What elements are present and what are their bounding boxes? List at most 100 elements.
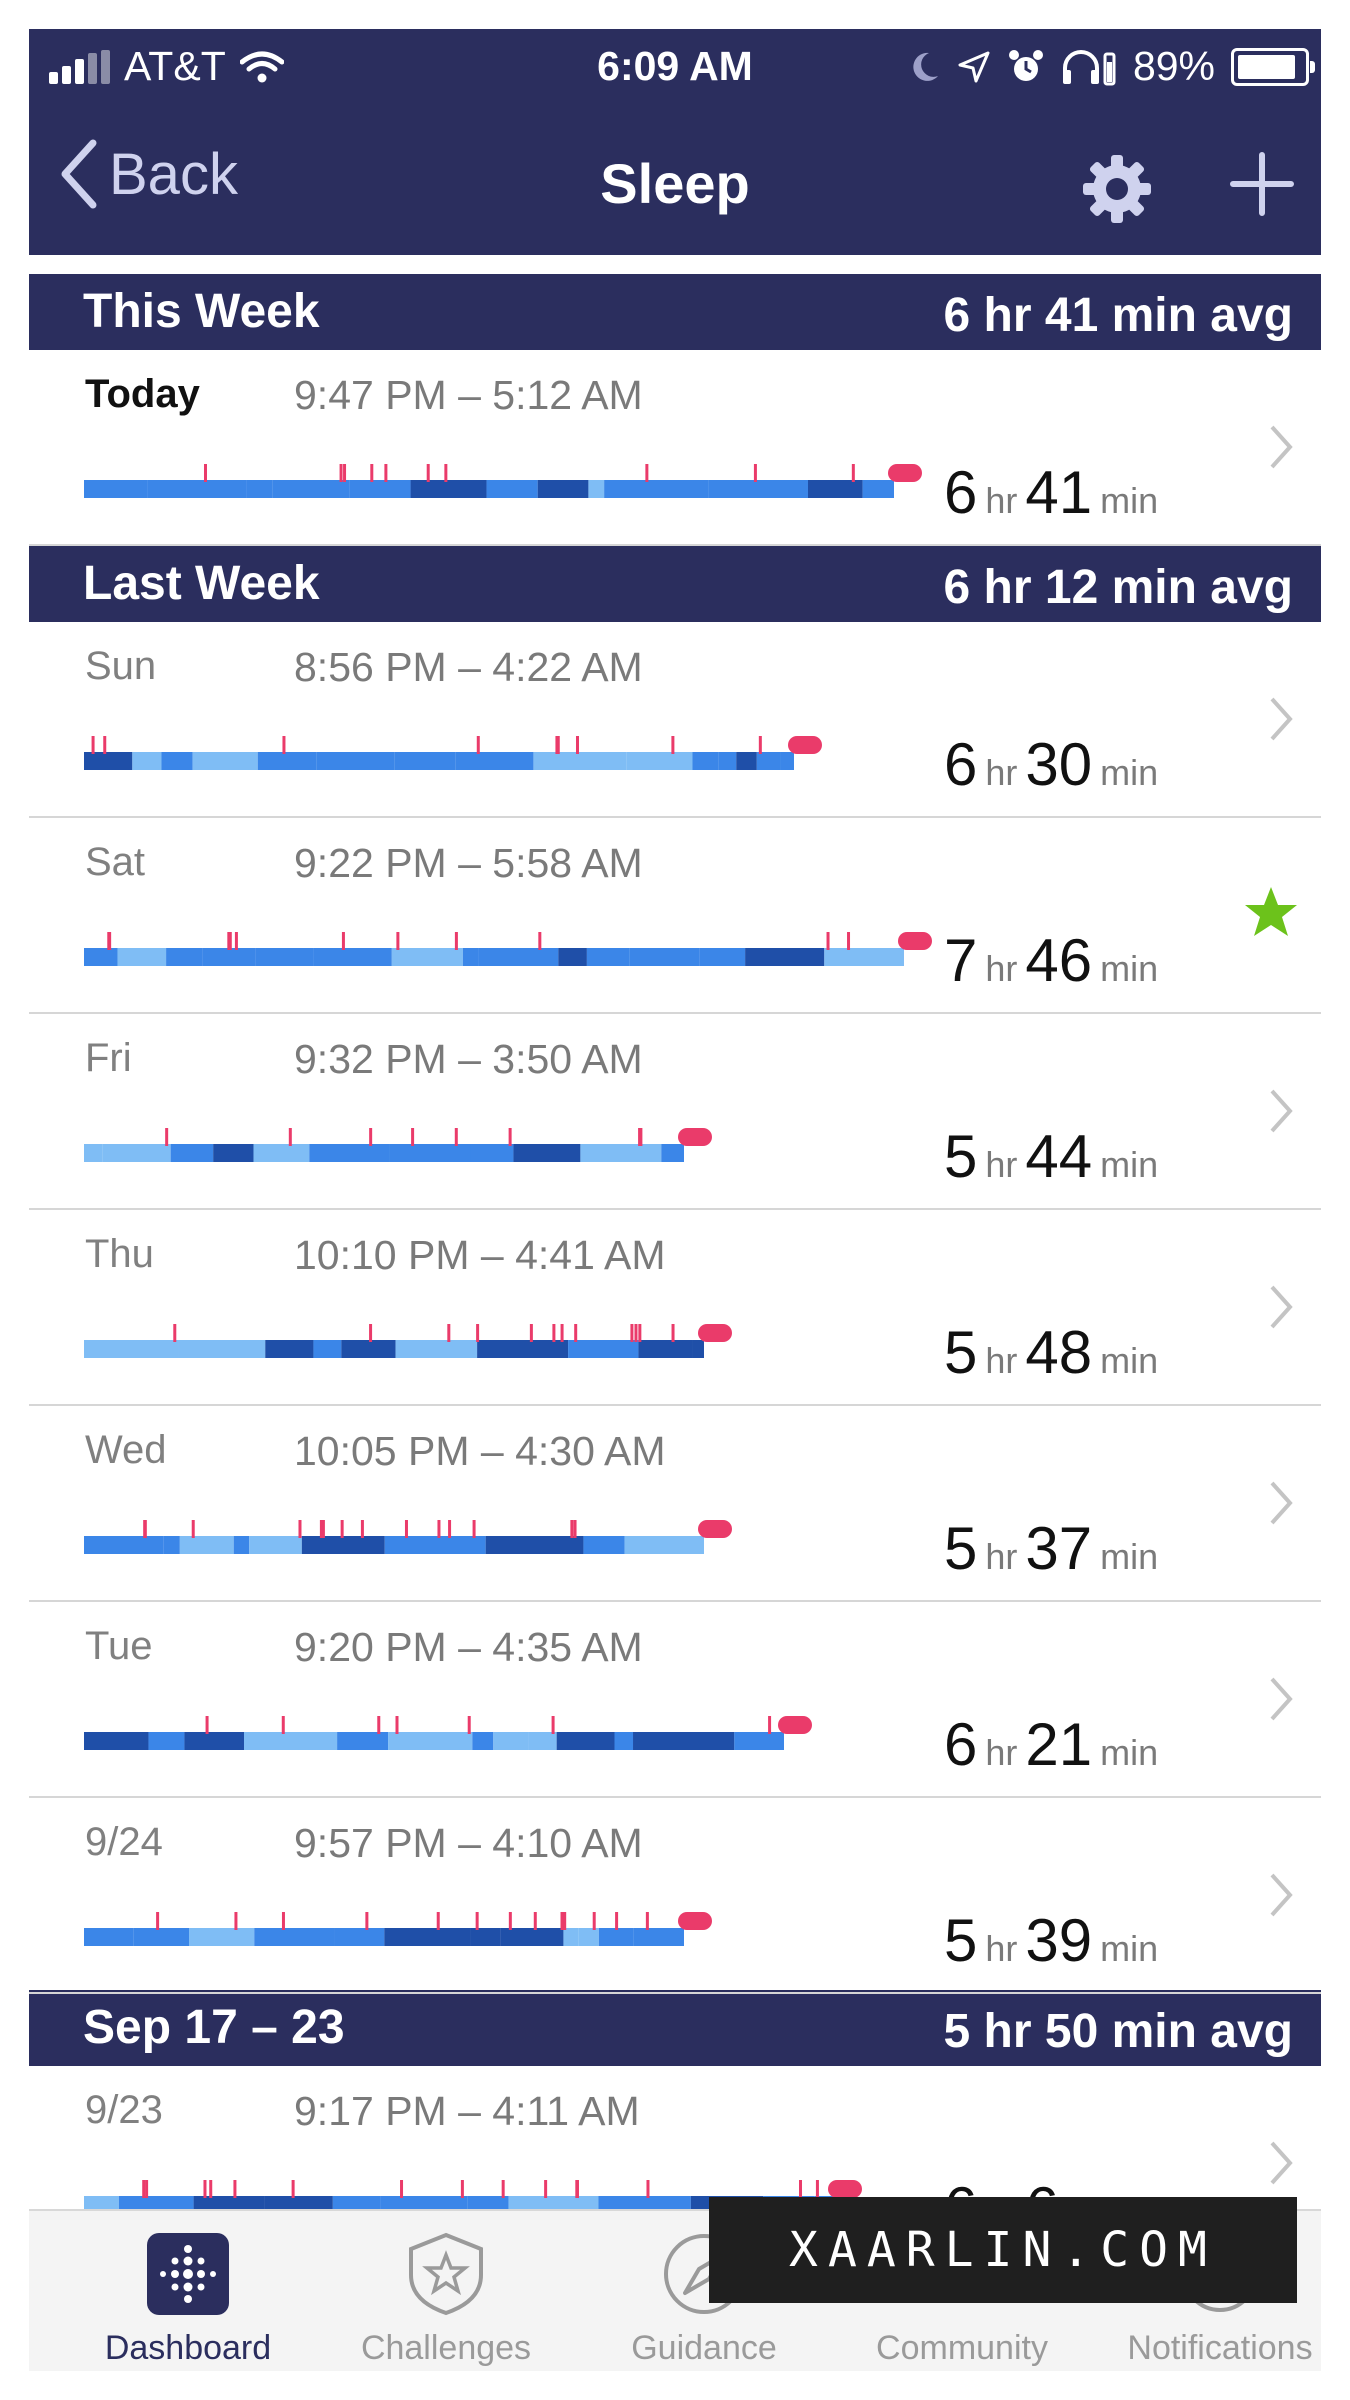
sleep-stage-segment: [556, 1732, 615, 1750]
sleep-stage-segment: [84, 752, 133, 770]
sleep-entry-row[interactable]: Today 9:47 PM – 5:12 AM 6 hr 41 min: [29, 350, 1321, 546]
section-average: 6 hr 12 min avg: [943, 561, 1293, 614]
entry-duration: 7 hr 46 min: [944, 927, 1159, 994]
sleep-entry-row[interactable]: Wed 10:05 PM – 4:30 AM 5 hr 37 min: [29, 1406, 1321, 1602]
back-button[interactable]: Back: [59, 139, 238, 209]
navigation-bar: Back Sleep: [29, 129, 1321, 239]
battery-percent: 89%: [1132, 43, 1215, 89]
tab-label: Notifications: [1127, 2329, 1313, 2367]
sleep-entry-row[interactable]: Sun 8:56 PM – 4:22 AM 6 hr 30 min: [29, 622, 1321, 818]
sleep-stage-segment: [132, 752, 162, 770]
awake-marker: [103, 736, 107, 754]
entry-duration: 6 hr 41 min: [944, 459, 1159, 526]
entry-day: 9/23: [85, 2088, 163, 2132]
awake-marker: [645, 464, 649, 482]
awake-marker: [377, 1716, 381, 1734]
sleep-stage-segment: [213, 1144, 254, 1162]
sleep-entry-row[interactable]: Fri 9:32 PM – 3:50 AM 5 hr 44 min: [29, 1014, 1321, 1210]
sleep-stage-segment: [388, 1732, 473, 1750]
awake-marker: [563, 1912, 567, 1930]
sleep-stage-segment: [780, 752, 794, 770]
sleep-stage-segment: [736, 752, 757, 770]
awake-marker: [560, 1912, 564, 1930]
awake-marker: [799, 2180, 803, 2198]
sleep-stage-segment: [255, 948, 314, 966]
sleep-stage-segment: [301, 1536, 385, 1554]
headphones-battery-icon: [1062, 49, 1116, 85]
awake-marker: [165, 1128, 169, 1146]
awake-marker: [592, 1912, 596, 1930]
sleep-stage-segment: [117, 948, 167, 966]
sleep-stage-segment: [184, 1732, 245, 1750]
tab-dashboard[interactable]: Dashboard: [59, 2211, 317, 2371]
entry-time-range: 10:05 PM – 4:30 AM: [294, 1428, 666, 1474]
sleep-stage-segment: [661, 1144, 684, 1162]
entry-duration: 5 hr 37 min: [944, 1515, 1159, 1582]
sleep-stage-segment: [477, 1340, 569, 1358]
awake-marker: [298, 1520, 302, 1538]
entry-duration: 6 hr 30 min: [944, 731, 1159, 798]
awake-marker: [291, 2180, 295, 2198]
sleep-stage-segment: [84, 1144, 103, 1162]
add-plus-icon[interactable]: [1229, 151, 1295, 217]
awake-marker: [203, 464, 207, 482]
battery-icon: [1231, 47, 1315, 86]
chevron-left-icon: [61, 139, 97, 209]
sleep-stage-segment: [485, 1536, 584, 1554]
section-title: Sep 17 – 23: [83, 2001, 345, 2054]
tab-challenges[interactable]: Challenges: [317, 2211, 575, 2371]
sleep-stages-bar: [84, 932, 932, 966]
awake-marker: [91, 736, 95, 754]
tab-guidance[interactable]: Guidance: [575, 2211, 833, 2371]
awake-marker: [384, 464, 388, 482]
awake-end-marker: [698, 1324, 732, 1342]
awake-end-marker: [788, 736, 822, 754]
sleep-stage-segment: [533, 752, 627, 770]
sleep-stage-segment: [163, 1536, 180, 1554]
sleep-entry-row[interactable]: Tue 9:20 PM – 4:35 AM 6 hr 21 min: [29, 1602, 1321, 1798]
awake-marker: [444, 464, 448, 482]
awake-marker: [574, 1324, 578, 1342]
sleep-stage-segment: [629, 948, 700, 966]
sleep-stage-segment: [84, 480, 148, 498]
sleep-stage-segment: [633, 1732, 735, 1750]
top-bar: AT&T 6:09 AM: [29, 29, 1321, 255]
awake-marker: [573, 1520, 577, 1538]
sleep-stage-segment: [316, 752, 395, 770]
awake-marker: [282, 736, 286, 754]
entry-time-range: 9:47 PM – 5:12 AM: [294, 372, 643, 418]
sleep-stage-segment: [604, 480, 709, 498]
goal-star-icon: [1245, 887, 1297, 936]
awake-marker: [205, 1716, 209, 1734]
sleep-stage-segment: [583, 1536, 625, 1554]
sleep-stage-segment: [708, 480, 808, 498]
entry-time-range: 9:57 PM – 4:10 AM: [294, 1820, 643, 1866]
awake-marker: [343, 464, 347, 482]
sleep-entry-row[interactable]: Sat 9:22 PM – 5:58 AM 7 hr 46 min: [29, 818, 1321, 1014]
entry-duration: 5 hr 39 min: [944, 1907, 1159, 1974]
awake-marker: [467, 1716, 471, 1734]
sleep-stage-segment: [586, 948, 630, 966]
sleep-entry-row[interactable]: Thu 10:10 PM – 4:41 AM 5 hr 48 min: [29, 1210, 1321, 1406]
awake-marker: [233, 2180, 237, 2198]
awake-marker: [321, 1520, 325, 1538]
sleep-stage-segment: [166, 948, 203, 966]
sleep-entry-row[interactable]: 9/24 9:57 PM – 4:10 AM 5 hr 39 min: [29, 1798, 1321, 1994]
awake-marker: [476, 736, 480, 754]
settings-gear-icon[interactable]: [1079, 151, 1155, 227]
awake-marker: [552, 1324, 556, 1342]
awake-marker: [753, 464, 757, 482]
awake-marker: [634, 1324, 638, 1342]
entry-duration: 5 hr 48 min: [944, 1319, 1159, 1386]
sleep-stage-segment: [692, 1340, 704, 1358]
section-header-last-week: Last Week 6 hr 12 min avg: [29, 546, 1321, 622]
sleep-stage-segment: [598, 1928, 634, 1946]
sleep-stage-segment: [189, 1928, 255, 1946]
awake-marker: [340, 1520, 344, 1538]
sleep-stage-segment: [133, 1928, 190, 1946]
entry-duration: 6 hr 21 min: [944, 1711, 1159, 1778]
sleep-stage-segment: [178, 1340, 266, 1358]
sleep-stage-segment: [410, 480, 487, 498]
awake-marker: [288, 1128, 292, 1146]
awake-marker: [365, 1912, 369, 1930]
